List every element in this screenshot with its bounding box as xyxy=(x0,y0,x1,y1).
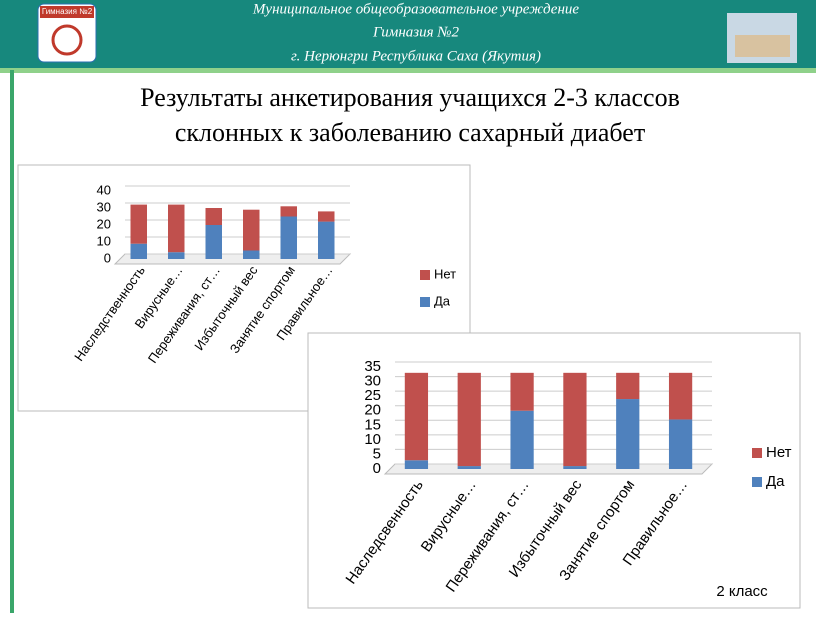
legend-swatch xyxy=(752,477,762,487)
bar-segment xyxy=(280,206,297,217)
legend-swatch xyxy=(420,297,430,307)
bar-segment xyxy=(563,466,587,469)
y-tick-label: 10 xyxy=(364,431,381,448)
bar-segment xyxy=(280,216,297,259)
bar-segment xyxy=(668,372,693,420)
y-tick-label: 20 xyxy=(97,216,111,231)
bar-segment xyxy=(318,211,335,222)
bar-segment xyxy=(205,208,222,225)
legend-swatch xyxy=(420,270,430,280)
legend-label: Да xyxy=(766,473,785,490)
y-tick-label: 5 xyxy=(373,445,381,462)
chart-label: 2 класс xyxy=(716,583,768,600)
school-photo xyxy=(727,13,797,63)
bar-segment xyxy=(243,250,260,259)
y-tick-label: 40 xyxy=(97,182,111,197)
bar-segment xyxy=(563,372,587,467)
legend-swatch xyxy=(752,448,762,458)
y-tick-label: 30 xyxy=(364,373,381,390)
legend-label: Нет xyxy=(434,266,456,281)
header-line: Гимназия №2 xyxy=(372,24,459,40)
header-line: Муниципальное общеобразовательное учрежд… xyxy=(252,1,579,17)
y-tick-label: 20 xyxy=(364,402,381,419)
floor xyxy=(383,463,714,475)
logo: Гимназия №2 xyxy=(37,3,97,63)
left-border xyxy=(10,70,14,613)
y-tick-label: 15 xyxy=(364,416,381,433)
y-tick-label: 10 xyxy=(97,233,111,248)
header-line: г. Нерюнгри Республика Саха (Якутия) xyxy=(291,48,541,64)
slide-title: склонных к заболеванию сахарный диабет xyxy=(175,118,645,147)
bar-segment xyxy=(616,372,640,400)
bar-segment xyxy=(510,372,534,411)
bar-segment xyxy=(205,225,222,259)
y-tick-label: 30 xyxy=(97,199,111,214)
bar-segment xyxy=(168,252,185,259)
bar-segment xyxy=(243,209,260,251)
y-tick-label: 35 xyxy=(364,358,381,375)
y-tick-label: 25 xyxy=(364,387,381,404)
header-band xyxy=(0,0,816,70)
bar-segment xyxy=(457,372,481,467)
floor xyxy=(113,253,352,265)
slide-title: Результаты анкетирования учащихся 2-3 кл… xyxy=(140,83,680,112)
bar-segment xyxy=(318,221,335,259)
bar-segment xyxy=(510,410,534,469)
legend-label: Да xyxy=(434,293,451,308)
bar-segment xyxy=(168,204,185,253)
legend-label: Нет xyxy=(766,444,792,461)
bar-segment xyxy=(130,243,147,259)
y-tick-label: 0 xyxy=(104,250,111,265)
header-stripe xyxy=(0,68,816,73)
bar-segment xyxy=(130,204,147,244)
logo-text: Гимназия №2 xyxy=(42,7,93,16)
y-tick-label: 0 xyxy=(373,460,381,477)
bar-segment xyxy=(457,466,481,469)
bar-segment xyxy=(616,399,640,469)
bar-segment xyxy=(404,460,429,469)
bar-segment xyxy=(404,372,429,461)
bar-segment xyxy=(668,419,693,469)
